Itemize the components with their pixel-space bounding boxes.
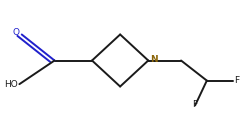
Text: HO: HO bbox=[5, 80, 18, 89]
Text: F: F bbox=[234, 76, 239, 85]
Text: F: F bbox=[193, 100, 198, 109]
Text: N: N bbox=[150, 55, 158, 64]
Text: O: O bbox=[12, 28, 19, 37]
